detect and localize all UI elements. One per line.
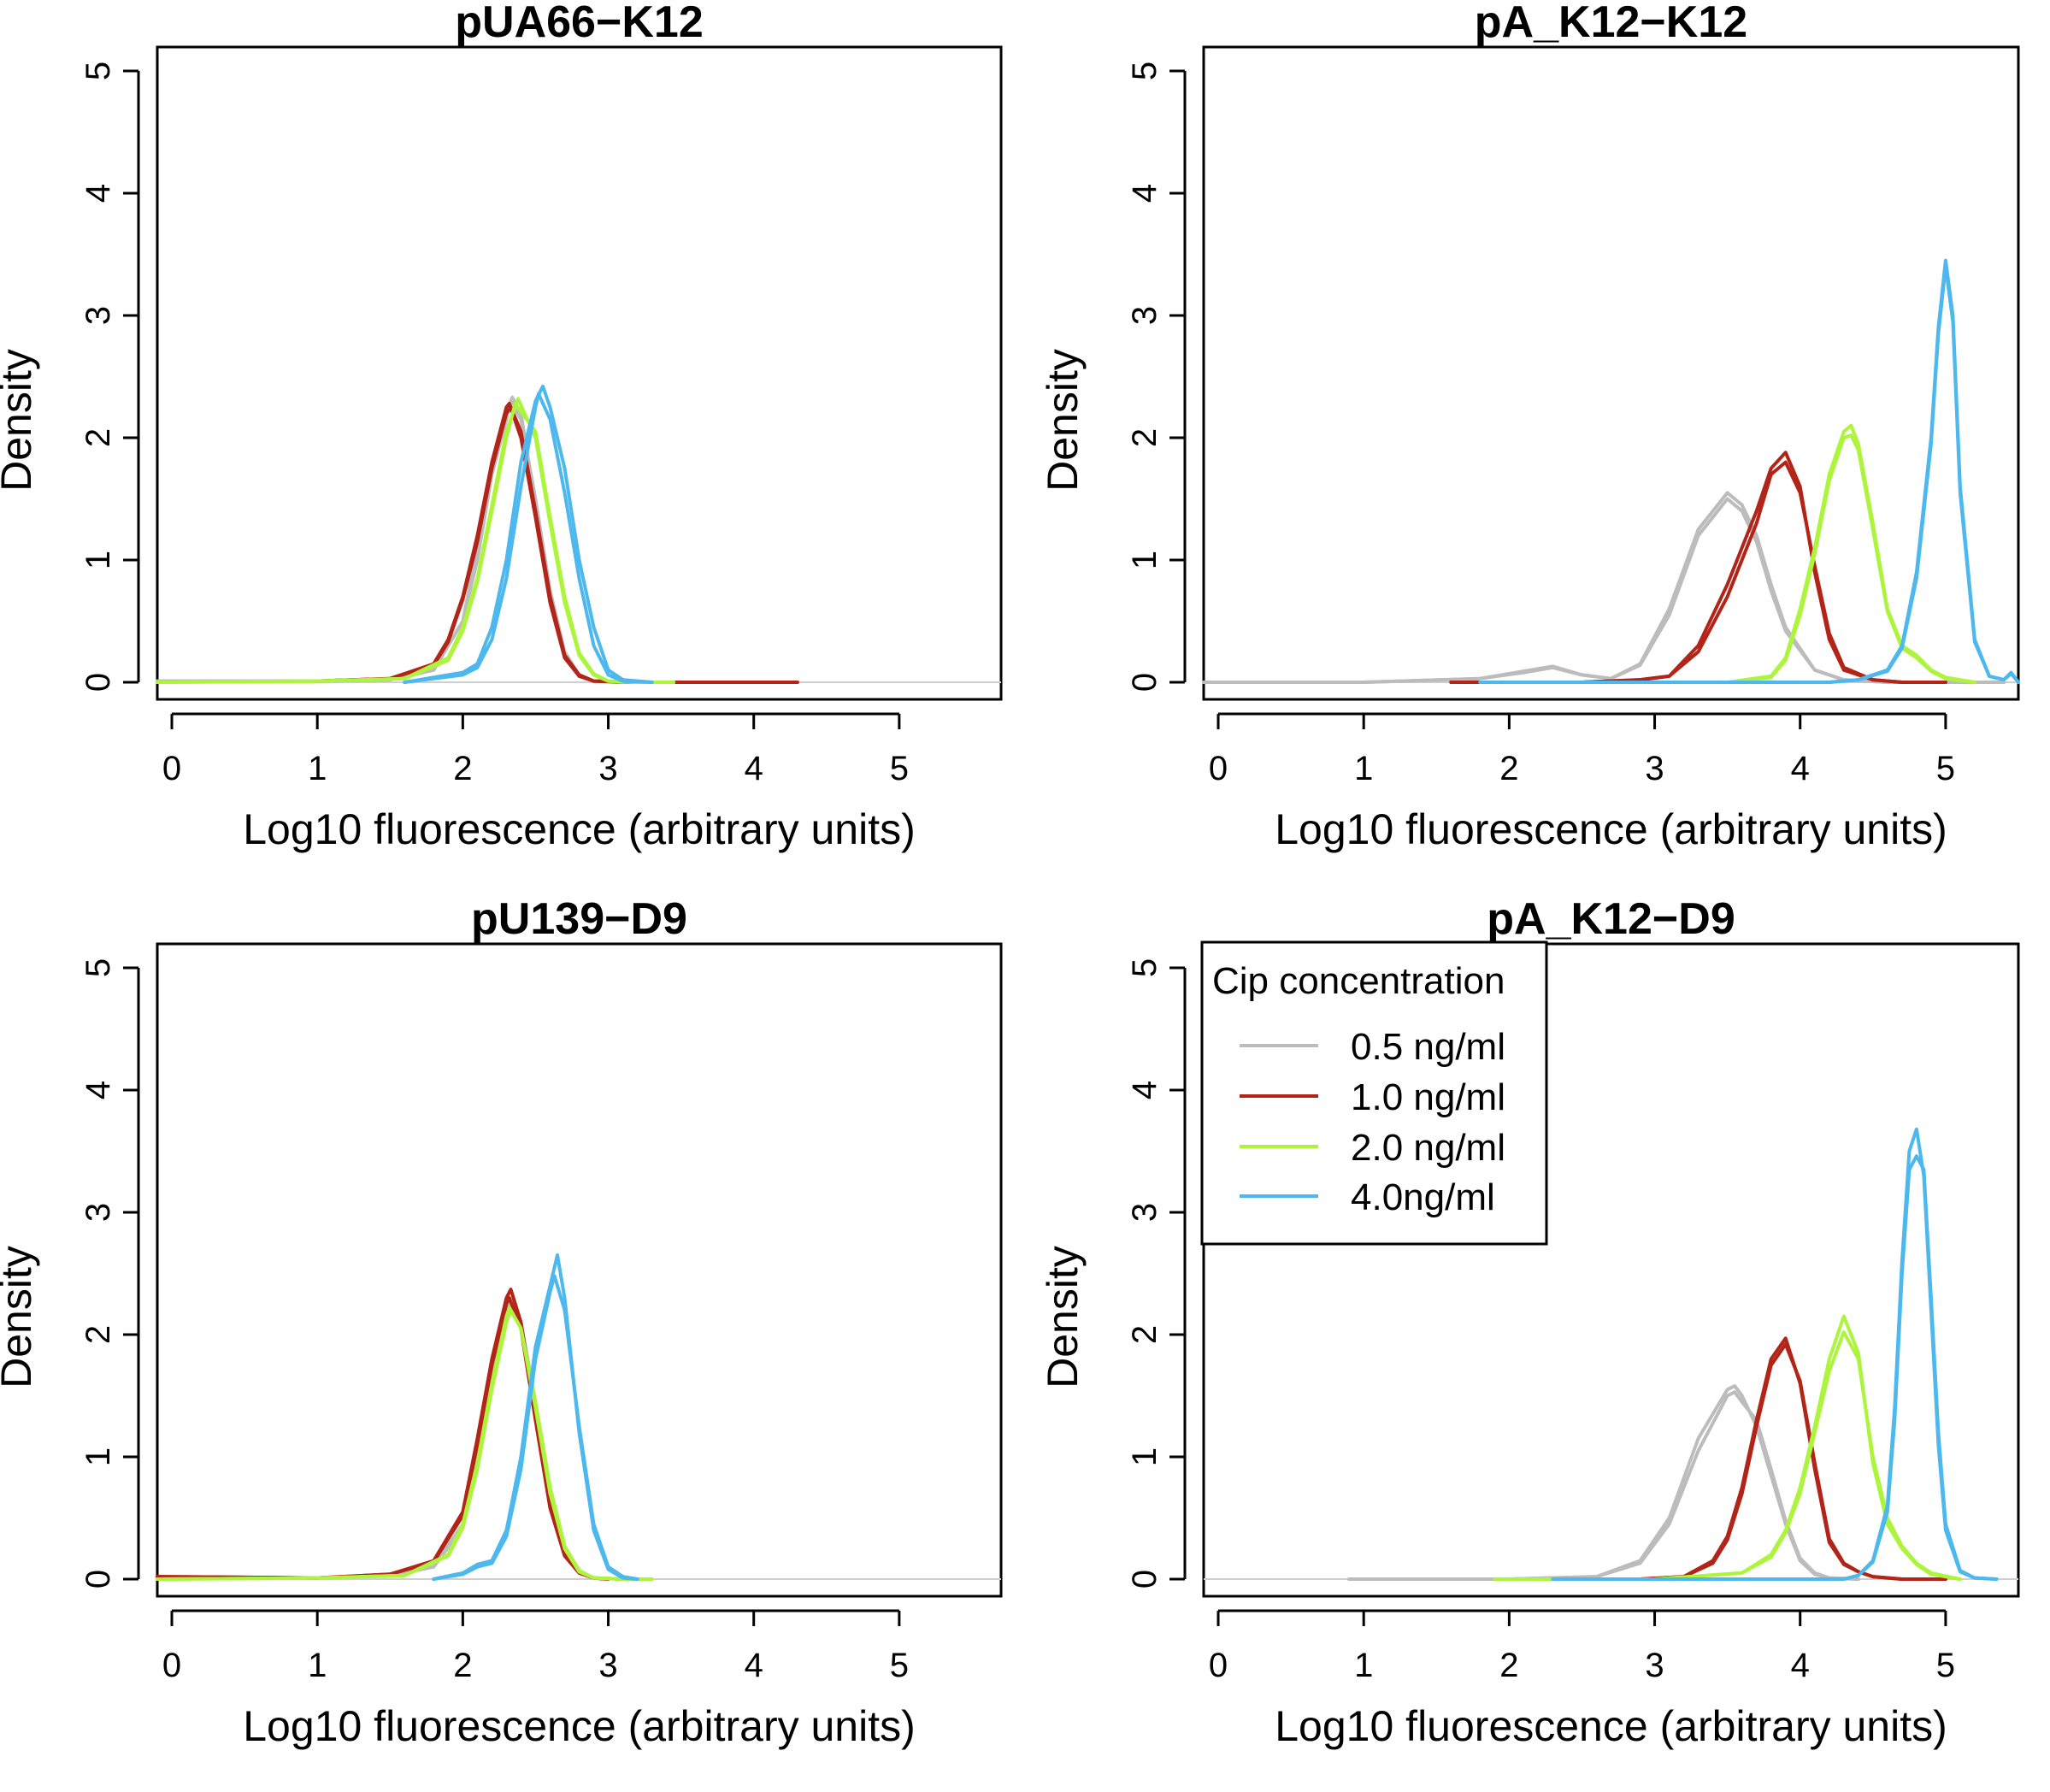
density-line-4-0ng-rep2 — [432, 1274, 639, 1581]
x-tick-label: 4 — [745, 750, 763, 787]
density-line-1-0ng-rep2 — [315, 405, 799, 684]
density-line-2-0ng-rep2 — [156, 402, 676, 684]
panels: pUA66−K12 0 1 2 3 4 5 Log10 fluorescence (arbit… — [0, 0, 2020, 1750]
x-tick-label: 4 — [745, 1647, 763, 1684]
x-tick-label: 3 — [598, 1647, 617, 1684]
density-line-0-5ng-rep2 — [1202, 497, 2006, 684]
panel-title: pA_K12−D9 — [1487, 894, 1735, 944]
panel-title: pA_K12−K12 — [1475, 0, 1747, 47]
legend-label-4-0: 4.0ng/ml — [1351, 1176, 1495, 1218]
panel-pu139-d9: pU139−D9 0 1 2 3 4 5 Log10 fluorescence (arbitr… — [0, 894, 1003, 1750]
legend-label-2-0: 2.0 ng/ml — [1351, 1127, 1505, 1169]
x-tick-label: 2 — [1499, 1647, 1518, 1684]
legend: Cip concentration 0.5 ng/ml 1.0 ng/ml 2.… — [1200, 940, 1548, 1246]
x-tick-label: 5 — [1936, 750, 1955, 787]
y-axis-title: Density — [1039, 1246, 1087, 1388]
density-line-2-0ng-rep2 — [1725, 433, 1976, 684]
y-tick-label: 5 — [80, 958, 117, 977]
y-tick-label: 5 — [1126, 958, 1163, 977]
y-tick-label: 0 — [1126, 673, 1163, 692]
y-tick-label: 0 — [80, 673, 117, 692]
x-tick-label: 3 — [1645, 750, 1664, 787]
y-tick-label: 2 — [1126, 1325, 1163, 1344]
x-tick-label: 4 — [1791, 1647, 1810, 1684]
y-tick-label: 0 — [1126, 1570, 1163, 1589]
panel-pa-k12-k12: pA_K12−K12 0 1 2 3 4 5 Log10 fluorescence (arbi… — [1039, 0, 2020, 853]
panel-title: pU139−D9 — [471, 894, 687, 944]
legend-label-1-0: 1.0 ng/ml — [1351, 1076, 1505, 1118]
y-tick-label: 2 — [80, 428, 117, 447]
y-axis-title: Density — [0, 1246, 40, 1388]
x-tick-label: 5 — [890, 1647, 909, 1684]
y-tick-label: 2 — [80, 1325, 117, 1344]
y-tick-label: 3 — [1126, 1203, 1163, 1222]
x-tick-label: 0 — [1209, 1647, 1228, 1684]
series-group — [1347, 1127, 1999, 1581]
y-tick-label: 0 — [80, 1570, 117, 1589]
plot-frame — [1202, 942, 2020, 1598]
x-tick-label: 3 — [598, 750, 617, 787]
x-axis-title: Log10 fluorescence (arbitrary units) — [243, 1702, 916, 1750]
x-tick-label: 0 — [162, 750, 181, 787]
y-tick-label: 4 — [80, 184, 117, 203]
density-line-4-0ng-rep1 — [403, 384, 654, 684]
x-axis-title: Log10 fluorescence (arbitrary units) — [243, 805, 916, 853]
x-tick-label: 2 — [453, 750, 472, 787]
y-axis-title: Density — [1039, 349, 1087, 492]
y-tick-label: 3 — [1126, 306, 1163, 325]
panel-title: pUA66−K12 — [455, 0, 703, 47]
x-tick-label: 3 — [1645, 1647, 1664, 1684]
legend-label-0-5: 0.5 ng/ml — [1351, 1026, 1505, 1068]
density-line-1-0ng-rep2 — [156, 1296, 610, 1581]
density-line-4-0ng-rep2 — [1478, 264, 2020, 684]
x-tick-label: 2 — [453, 1647, 472, 1684]
plot-frame — [156, 942, 1003, 1598]
series-group — [156, 384, 799, 684]
y-tick-label: 1 — [80, 551, 117, 569]
density-line-2-0ng-rep2 — [156, 1308, 654, 1581]
x-tick-label: 0 — [1209, 750, 1228, 787]
x-tick-label: 1 — [308, 1647, 327, 1684]
y-tick-label: 1 — [80, 1447, 117, 1466]
y-tick-label: 5 — [1126, 62, 1163, 80]
x-tick-label: 5 — [890, 750, 909, 787]
x-tick-label: 1 — [1354, 1647, 1373, 1684]
y-tick-label: 3 — [80, 1203, 117, 1222]
x-tick-label: 2 — [1499, 750, 1518, 787]
y-tick-label: 4 — [1126, 184, 1163, 203]
density-line-4-0ng-rep2 — [1551, 1154, 1999, 1581]
y-tick-label: 2 — [1126, 428, 1163, 447]
y-tick-label: 5 — [80, 62, 117, 80]
plot-frame — [1202, 45, 2020, 701]
y-tick-label: 3 — [80, 306, 117, 325]
series-group — [1202, 258, 2020, 684]
x-tick-label: 0 — [162, 1647, 181, 1684]
x-axis-title: Log10 fluorescence (arbitrary units) — [1275, 805, 1947, 853]
density-line-1-0ng-rep2 — [1449, 460, 1947, 684]
y-tick-label: 4 — [1126, 1081, 1163, 1099]
y-axis-title: Density — [0, 349, 40, 492]
y-tick-label: 1 — [1126, 551, 1163, 569]
x-tick-label: 5 — [1936, 1647, 1955, 1684]
panel-pa-k12-d9: pA_K12−D9 0 1 2 3 4 5 Log10 fluorescence (arbit… — [1039, 894, 2020, 1750]
plot-frame — [156, 45, 1003, 701]
legend-box — [1200, 940, 1548, 1246]
y-tick-label: 4 — [80, 1081, 117, 1099]
x-tick-label: 4 — [1791, 750, 1810, 787]
panel-pua66-k12: pUA66−K12 0 1 2 3 4 5 Log10 fluorescence (arbit… — [0, 0, 1003, 853]
x-tick-label: 1 — [308, 750, 327, 787]
density-line-1-0ng-rep2 — [1638, 1342, 1947, 1581]
density-line-2-0ng-rep2 — [1493, 1330, 1962, 1581]
x-tick-label: 1 — [1354, 750, 1373, 787]
density-line-0-5ng-rep2 — [1347, 1390, 1860, 1581]
x-axis-title: Log10 fluorescence (arbitrary units) — [1275, 1702, 1947, 1750]
legend-title: Cip concentration — [1212, 960, 1505, 1002]
y-tick-label: 1 — [1126, 1447, 1163, 1466]
series-group — [156, 1253, 654, 1581]
density-line-4-0ng-rep2 — [403, 392, 654, 684]
